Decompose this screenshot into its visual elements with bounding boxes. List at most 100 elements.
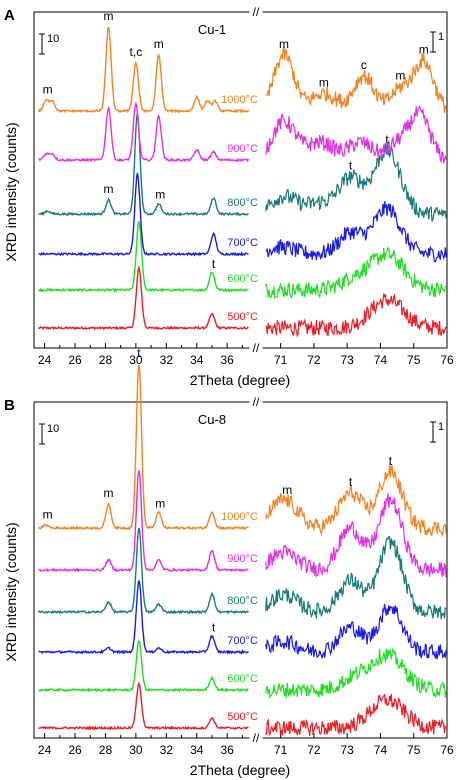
series-900-left-trace: [38, 470, 249, 573]
x-tick-label: 74: [374, 353, 388, 367]
phase-annotation: m: [43, 82, 53, 96]
phase-annotation: t: [349, 475, 353, 489]
x-tick-label: 30: [129, 353, 143, 367]
x-tick-label: 74: [374, 743, 388, 757]
sample-name: Cu-1: [198, 22, 226, 37]
sample-name: Cu-8: [198, 412, 226, 427]
phase-annotation: t: [389, 454, 393, 468]
axis-break-gap: [249, 10, 263, 350]
panel-a: // // 24 26 28 30 32 34 36 71 72 73 74 75 76 A Cu-1 10 1 50…: [4, 5, 454, 367]
series-800-right-trace: [265, 535, 447, 620]
x-tick-label: 34: [190, 743, 204, 757]
series-label-700: 700°C: [227, 237, 258, 249]
x-tick-label: 28: [99, 353, 113, 367]
x-tick-label: 36: [220, 353, 234, 367]
x-tick-label: 32: [160, 353, 174, 367]
phase-annotation: m: [395, 69, 405, 83]
phase-annotation: m: [419, 43, 429, 57]
x-tick-label: 75: [407, 353, 421, 367]
phase-annotation: m: [279, 37, 289, 51]
series-1000-right-trace: [265, 464, 447, 538]
phase-annotation: t: [137, 346, 141, 360]
series-label-600: 600°C: [227, 673, 258, 685]
phase-annotation: m: [43, 507, 53, 521]
left-scale-label: 10: [47, 33, 59, 45]
left-scale-label: 10: [47, 423, 59, 435]
series-label-500: 500°C: [227, 711, 258, 723]
series-label-500: 500°C: [227, 311, 258, 323]
x-tick-label: 26: [68, 743, 82, 757]
panel-label: B: [4, 397, 15, 414]
x-tick-label: 36: [220, 743, 234, 757]
chart-panels: // // 24 26 28 30 32 34 36 71 72 73 74 75 76 A Cu-1 10 1 50…: [4, 5, 454, 757]
series-label-800: 800°C: [227, 595, 258, 607]
axis-break-mark-top: //: [253, 395, 260, 409]
series-800-right-trace: [265, 143, 447, 222]
series-1000-right-trace: [265, 46, 447, 114]
right-scale-label: 1: [438, 31, 444, 43]
series-700-right-trace: [265, 604, 447, 660]
series-800-left-trace: [38, 112, 249, 217]
series-label-800: 800°C: [227, 197, 258, 209]
x-tick-label: 71: [274, 743, 288, 757]
axis-break-mark-top: //: [253, 5, 260, 19]
panel-label: A: [4, 7, 15, 24]
x-tick-label: 72: [307, 743, 321, 757]
x-tick-label: 76: [440, 743, 454, 757]
phase-annotation: c: [361, 58, 367, 72]
series-600-right-trace: [265, 246, 447, 300]
x-tick-label: 73: [341, 353, 355, 367]
x-tick-label: 34: [190, 353, 204, 367]
series-900-right-trace: [265, 493, 447, 578]
x-tick-label: 75: [407, 743, 421, 757]
x-tick-label: 30: [129, 743, 143, 757]
right-scale-label: 1: [438, 421, 444, 433]
x-tick-label: 72: [307, 353, 321, 367]
axis-break-gap: [249, 400, 263, 740]
x-tick-label: 76: [440, 353, 454, 367]
series-600-left-trace: [38, 639, 249, 693]
phase-annotation: m: [155, 188, 165, 202]
axis-break-mark-bottom: //: [253, 731, 260, 745]
series-label-900: 900°C: [227, 143, 258, 155]
axis-break-mark-bottom: //: [253, 341, 260, 355]
x-tick-label: 26: [68, 353, 82, 367]
y-axis-label-a: XRD intensity (counts): [3, 122, 19, 261]
panel-b: // // 24 26 28 30 32 34 36 71 72 73 74 75 76 B Cu-8 10 1 50…: [4, 346, 454, 757]
phase-annotation: t: [349, 159, 353, 173]
series-700-left-trace: [38, 580, 249, 655]
series-600-left-trace: [38, 221, 249, 293]
series-1000-left-trace: [38, 364, 249, 531]
x-tick-label: 24: [38, 743, 52, 757]
phase-annotation: m: [104, 486, 114, 500]
x-tick-label: 71: [274, 353, 288, 367]
series-500-left-trace: [38, 681, 249, 731]
series-label-700: 700°C: [227, 635, 258, 647]
phase-annotation: m: [104, 182, 114, 196]
phase-annotation: t: [212, 257, 216, 271]
series-700-right-trace: [265, 201, 447, 263]
x-axis-label-b: 2Theta (degree): [190, 762, 290, 778]
phase-annotation: t: [385, 133, 389, 147]
phase-annotation: t: [212, 621, 216, 635]
x-tick-label: 73: [341, 743, 355, 757]
series-900-right-trace: [265, 104, 447, 164]
phase-annotation: t,c: [130, 45, 143, 59]
phase-annotation: m: [104, 9, 114, 23]
series-600-right-trace: [265, 647, 447, 699]
series-800-left-trace: [37, 527, 250, 615]
x-tick-label: 32: [160, 743, 174, 757]
series-label-1000: 1000°C: [221, 511, 258, 523]
y-axis-label-b: XRD intensity (counts): [3, 522, 19, 661]
series-500-right-trace: [265, 292, 447, 338]
phase-annotation: m: [154, 37, 164, 51]
phase-annotation: m: [319, 75, 329, 89]
series-label-1000: 1000°C: [221, 94, 258, 106]
series-label-900: 900°C: [227, 553, 258, 565]
series-700-left-trace: [38, 172, 249, 257]
phase-annotation: m: [155, 497, 165, 511]
phase-annotation: m: [282, 483, 292, 497]
series-label-600: 600°C: [227, 273, 258, 285]
x-tick-label: 28: [99, 743, 113, 757]
